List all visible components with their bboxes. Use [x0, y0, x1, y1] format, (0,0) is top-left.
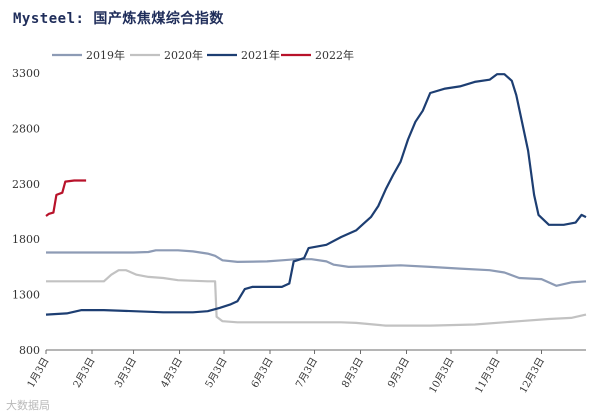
- y-tick-label: 3300: [12, 67, 40, 80]
- x-tick-label: 11月3日: [473, 356, 503, 396]
- watermark-text: 大数据局: [6, 399, 50, 412]
- legend-label: 2021年: [241, 48, 280, 62]
- x-tick-label: 9月3日: [385, 356, 412, 390]
- chart-title: Mysteel: 国产炼焦煤综合指数: [13, 11, 224, 27]
- x-tick-label: 3月3日: [112, 356, 139, 390]
- series-line: [45, 179, 87, 217]
- x-tick-label: 8月3日: [339, 356, 366, 390]
- y-tick-label: 2800: [12, 122, 40, 135]
- x-axis: 1月3日 2月3日 3月3日 4月3日 5月3日 6月3日 7月3日 8月3日 9月3日 10月3…: [25, 349, 586, 396]
- x-tick-label: 2月3日: [71, 356, 98, 390]
- x-tick-label: 10月3日: [427, 356, 457, 396]
- series-line: [46, 269, 587, 327]
- x-tick-label: 4月3日: [158, 356, 185, 390]
- y-tick-label: 1800: [12, 233, 40, 246]
- legend-label: 2020年: [164, 48, 203, 62]
- x-tick-label: 5月3日: [203, 356, 230, 390]
- x-tick-label: 7月3日: [293, 356, 320, 390]
- y-axis: 800 1300 1800 2300 2800 3300: [12, 67, 40, 357]
- y-tick-label: 800: [19, 344, 40, 357]
- legend-label: 2019年: [86, 48, 125, 62]
- x-tick-label: 6月3日: [249, 356, 276, 390]
- x-tick-label: 1月3日: [25, 356, 52, 390]
- series-line: [46, 249, 587, 287]
- legend: 2019年 2020年 2021年 2022年: [52, 48, 354, 62]
- series-lines: [45, 73, 587, 327]
- y-tick-label: 2300: [12, 178, 40, 191]
- x-tick-label: 12月3日: [517, 356, 547, 396]
- y-tick-label: 1300: [12, 289, 40, 302]
- legend-label: 2022年: [315, 48, 354, 62]
- series-line: [45, 73, 587, 316]
